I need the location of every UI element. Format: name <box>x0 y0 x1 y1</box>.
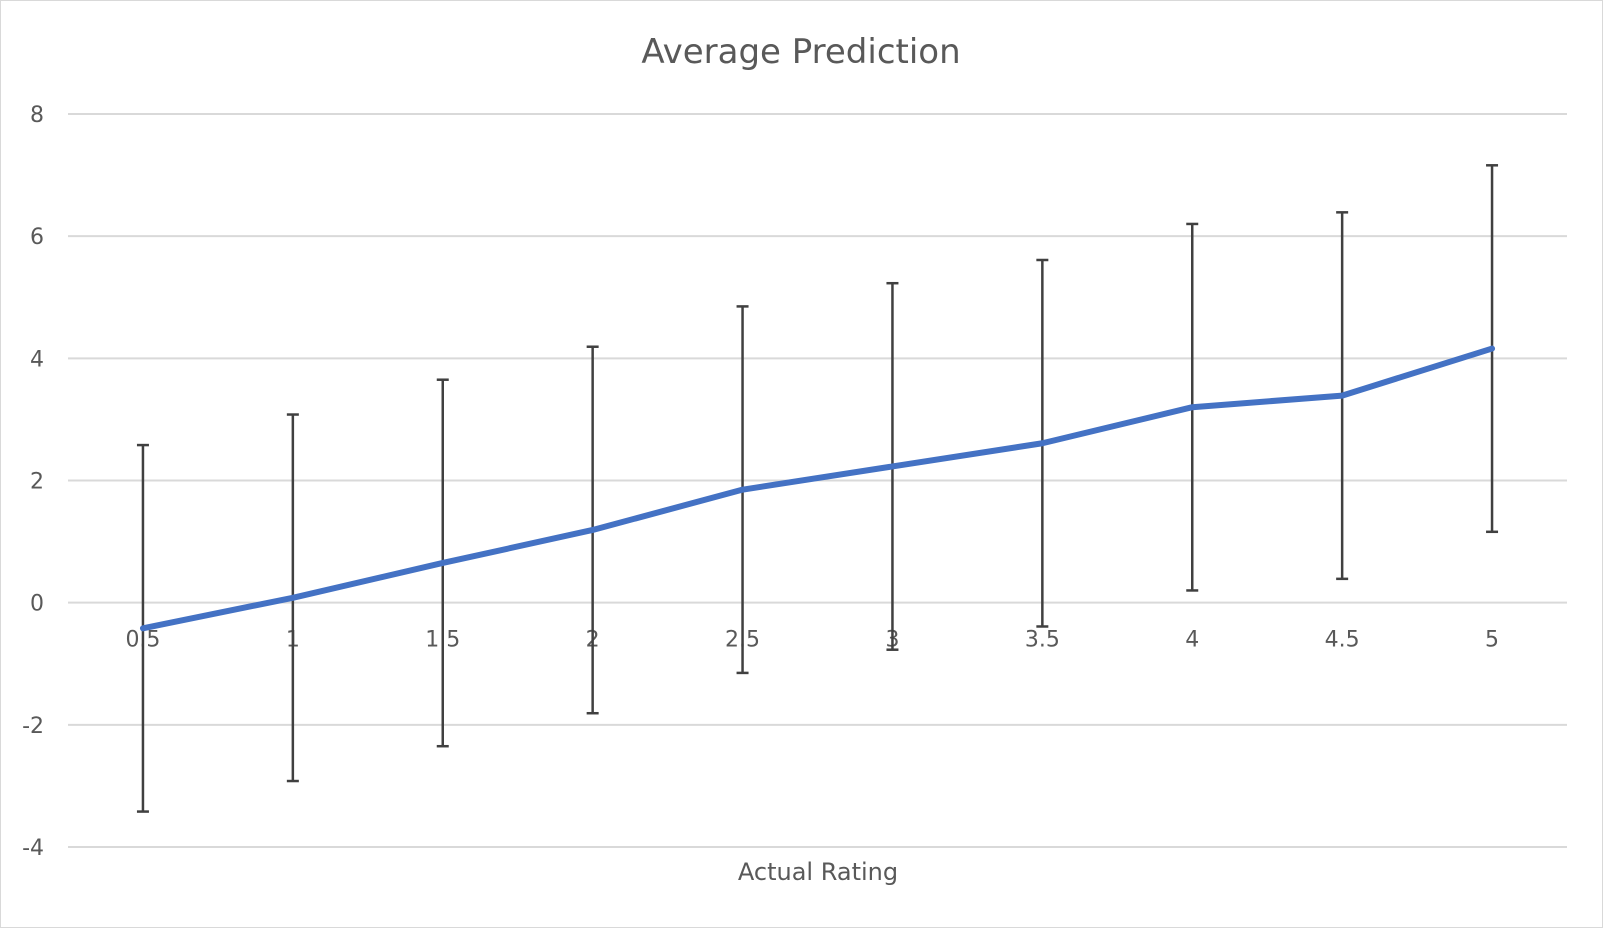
series-lines <box>139 345 1496 632</box>
x-tick-label: 3.5 <box>1025 628 1060 653</box>
y-tick-label: 4 <box>30 347 44 372</box>
chart-title: Average Prediction <box>641 32 960 72</box>
series-line <box>139 345 1496 632</box>
x-tick-label: 5 <box>1485 628 1499 653</box>
y-tick-label: -4 <box>22 836 44 861</box>
y-tick-label: 2 <box>30 470 44 495</box>
y-tick-label: 6 <box>30 225 44 250</box>
gridlines <box>68 113 1567 848</box>
x-axis-label: Actual Rating <box>738 858 898 886</box>
x-tick-label: 4.5 <box>1325 628 1360 653</box>
error-bars <box>136 164 1499 813</box>
y-axis-ticks: -4 -2 0 2 4 6 8 <box>22 103 44 861</box>
x-axis-ticks: 0.5 1 1.5 2 2.5 3 3.5 4 4.5 5 <box>125 628 1499 653</box>
y-tick-label: -2 <box>22 714 44 739</box>
x-tick-label: 4 <box>1185 628 1199 653</box>
y-tick-label: 8 <box>30 103 44 128</box>
y-tick-label: 0 <box>30 592 44 617</box>
